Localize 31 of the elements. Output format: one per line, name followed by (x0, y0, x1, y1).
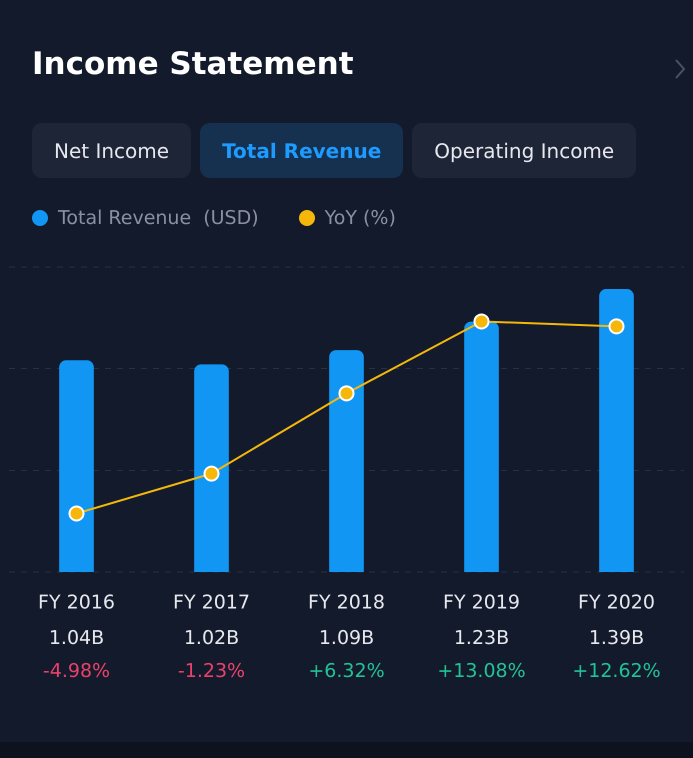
data-label: 1.09B (318, 627, 374, 650)
data-label: 1.04B (48, 627, 104, 650)
point (204, 466, 220, 482)
text: Net Income (32, 123, 192, 178)
data-label: +12.62% (572, 660, 661, 682)
legend-label: YoY (%) (324, 207, 396, 229)
data-label: 1.39B (588, 627, 644, 650)
x-tick-label: FY 2020 (578, 592, 655, 614)
data-label: -4.98% (42, 660, 110, 682)
bar (194, 364, 229, 572)
x-tick-label: FY 2016 (38, 592, 115, 614)
data-label: -1.23% (178, 660, 246, 682)
text: Total Revenue (200, 123, 404, 178)
bar (464, 322, 499, 572)
data-label: +13.08% (437, 660, 526, 682)
x-tick-label: FY 2017 (173, 592, 250, 614)
point (68, 506, 84, 522)
legend-label: Total Revenue (USD) (58, 207, 259, 229)
data-label: +6.32% (308, 660, 385, 682)
data-label: 1.02B (184, 627, 240, 650)
x-tick-label: FY 2018 (308, 592, 385, 614)
point (338, 385, 354, 402)
bar (329, 350, 364, 572)
bar (599, 289, 634, 572)
data-label: 1.23B (454, 627, 510, 650)
text: Operating Income (412, 123, 636, 178)
chart-title: Income Statement (32, 46, 354, 82)
point (608, 318, 624, 334)
x-tick-label: FY 2019 (443, 592, 520, 614)
bar (59, 360, 94, 572)
point (474, 313, 490, 330)
